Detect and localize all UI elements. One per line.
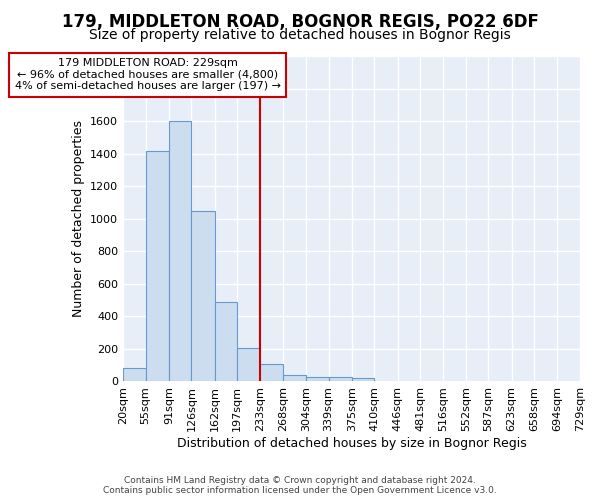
Bar [283, 375, 306, 382]
Bar [329, 378, 352, 382]
Text: 179, MIDDLETON ROAD, BOGNOR REGIS, PO22 6DF: 179, MIDDLETON ROAD, BOGNOR REGIS, PO22 … [62, 12, 538, 30]
Bar [123, 368, 146, 382]
Bar [191, 211, 215, 382]
Y-axis label: Number of detached properties: Number of detached properties [71, 120, 85, 318]
Bar [352, 378, 374, 382]
Bar [260, 364, 283, 382]
Bar [237, 348, 260, 382]
Text: Size of property relative to detached houses in Bognor Regis: Size of property relative to detached ho… [89, 28, 511, 42]
Bar [306, 376, 329, 382]
Bar [169, 122, 191, 382]
Text: Contains HM Land Registry data © Crown copyright and database right 2024.
Contai: Contains HM Land Registry data © Crown c… [103, 476, 497, 495]
Bar [215, 302, 237, 382]
X-axis label: Distribution of detached houses by size in Bognor Regis: Distribution of detached houses by size … [176, 437, 526, 450]
Bar [146, 150, 169, 382]
Text: 179 MIDDLETON ROAD: 229sqm
← 96% of detached houses are smaller (4,800)
4% of se: 179 MIDDLETON ROAD: 229sqm ← 96% of deta… [14, 58, 281, 92]
